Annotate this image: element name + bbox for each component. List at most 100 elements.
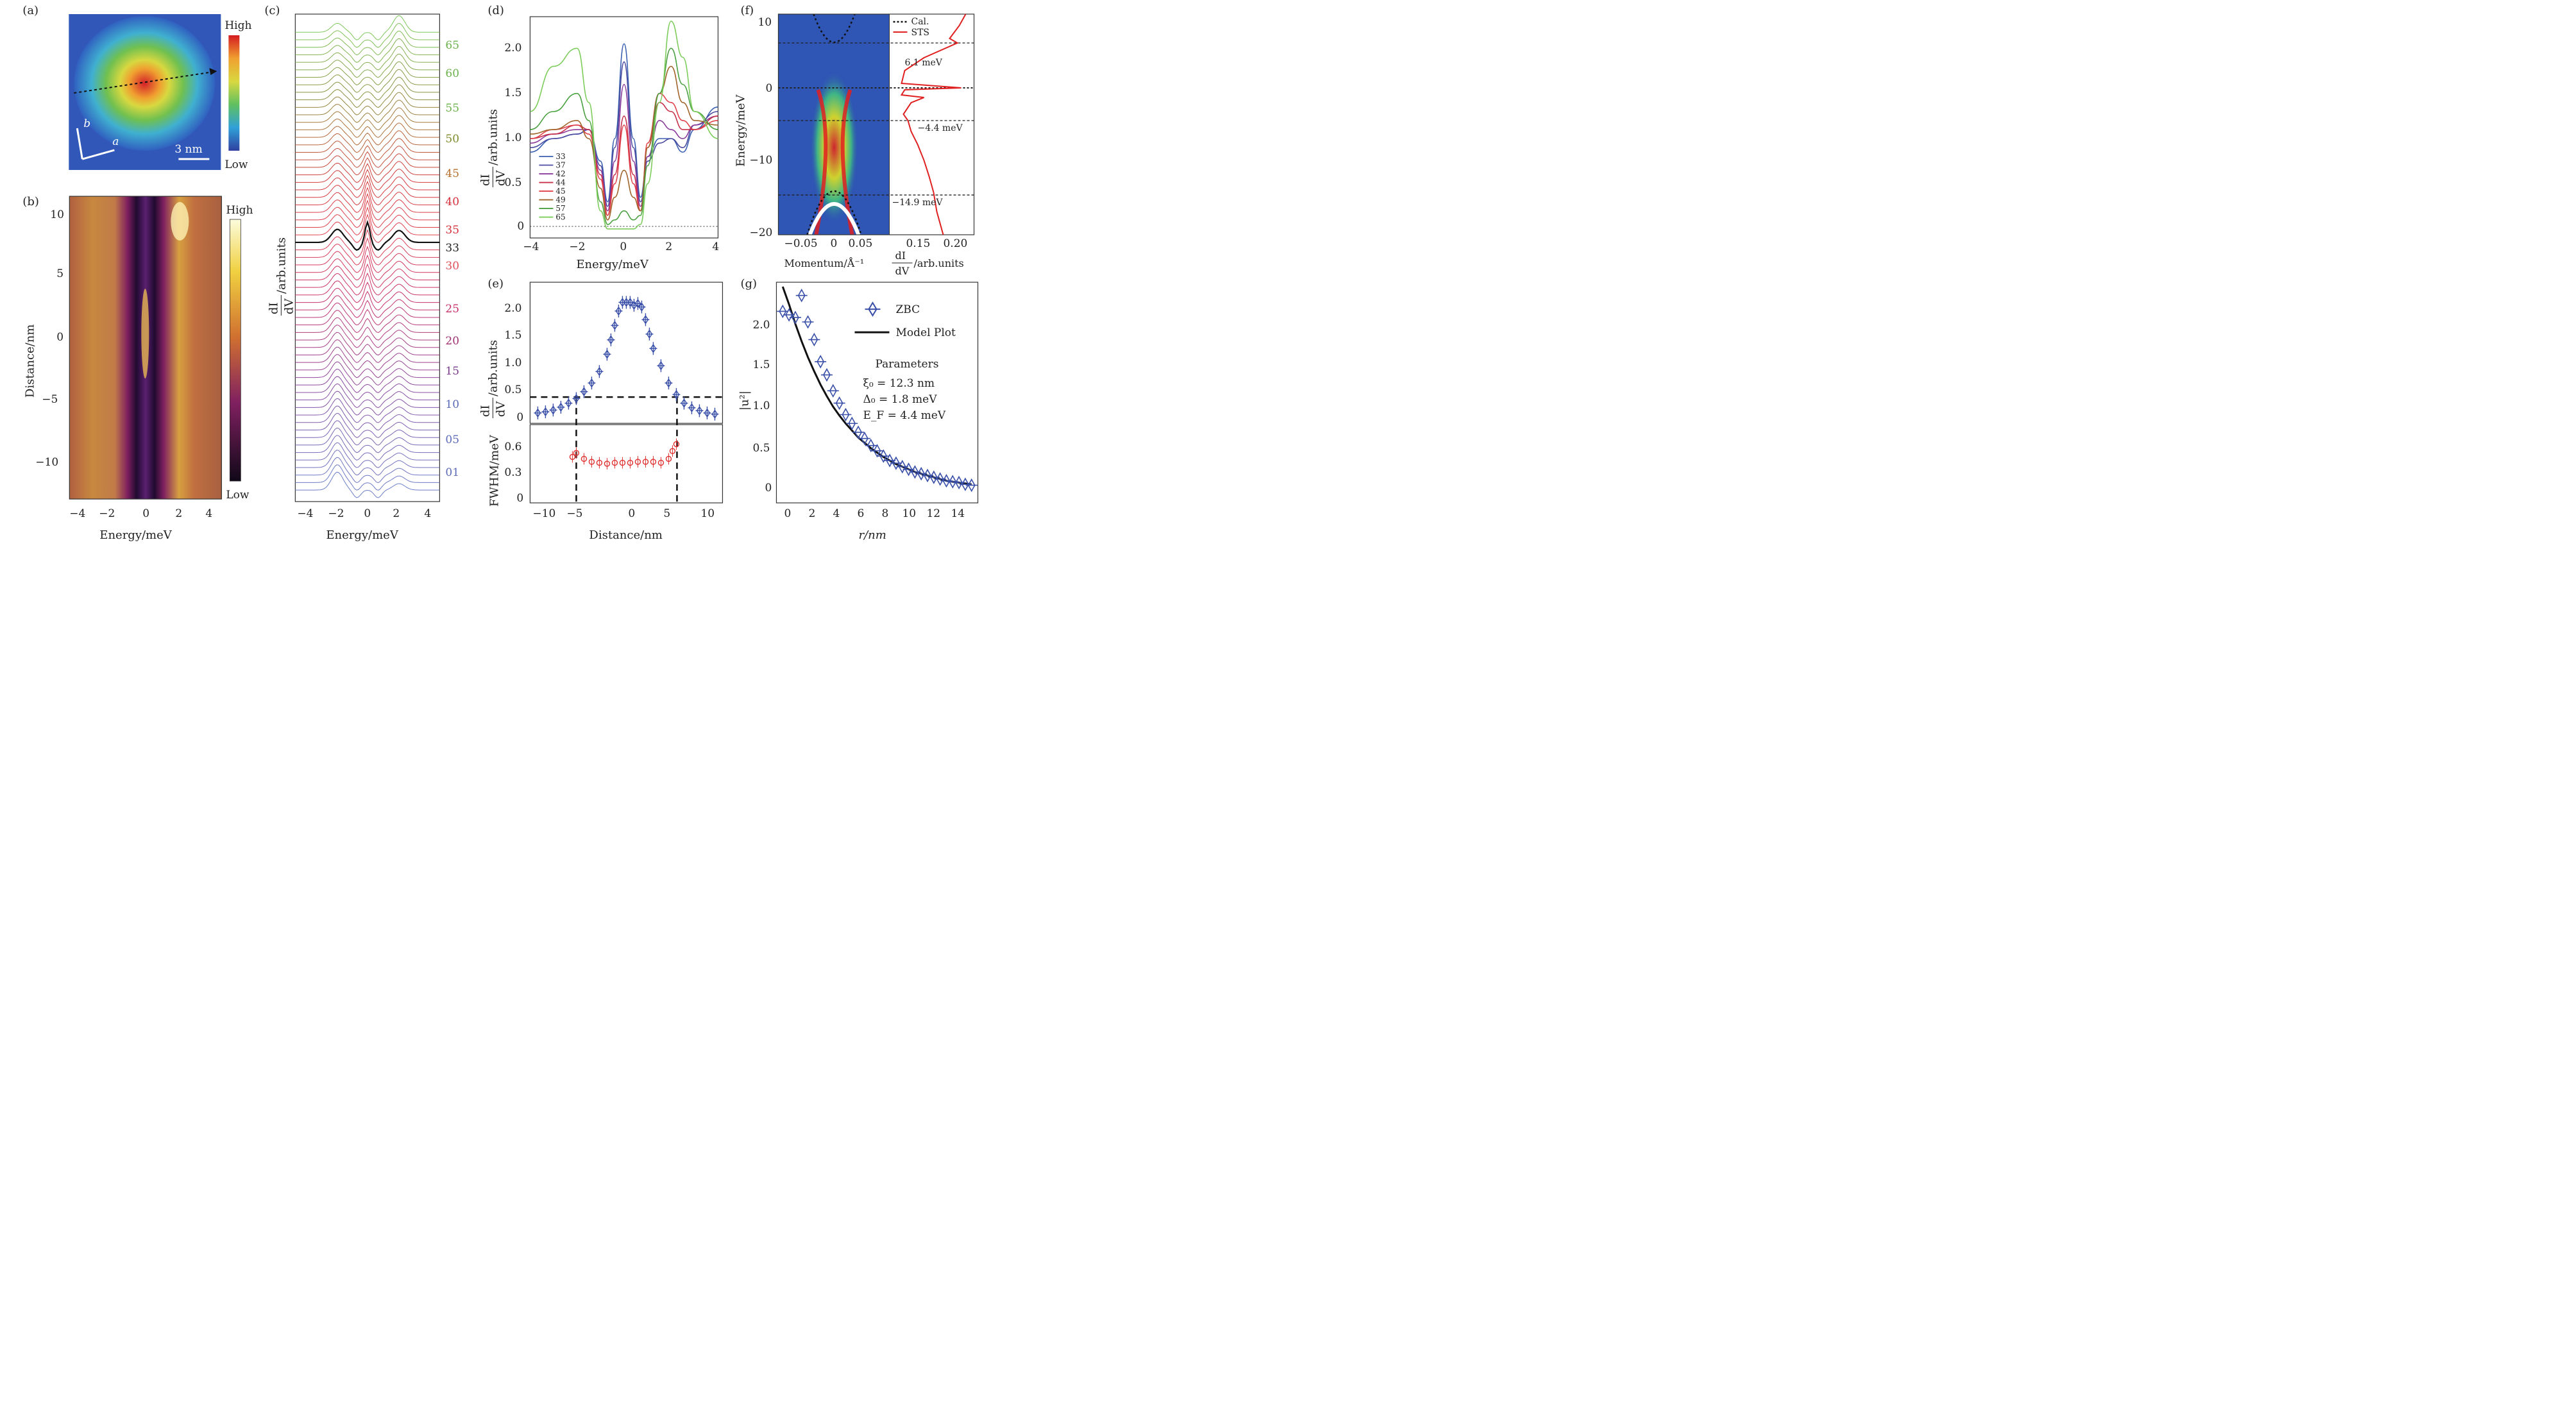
c-spectrum-line — [295, 384, 440, 409]
b-xtick: 4 — [205, 507, 212, 520]
panel-e-yticks: 0 0.5 1.0 1.5 2.0 0 0.3 0.6 — [504, 302, 523, 505]
d-ytick: 0 — [517, 220, 524, 233]
g-ytick: 0.5 — [752, 442, 770, 455]
c-spectrum-line — [295, 325, 440, 348]
f-ytick: −20 — [749, 226, 772, 239]
panel-f: (f) Cal. STS 6.1 meV −4.4 meV −14.9 meV … — [734, 4, 975, 277]
e-zbc-point — [711, 407, 719, 421]
e-zbc-point — [649, 342, 657, 355]
panel-f-yticks: 10 0 −10 −20 — [749, 16, 772, 239]
c-spectrum-line — [295, 174, 440, 198]
panel-e-top-frame — [529, 282, 724, 424]
f-legend-cal: Cal. — [911, 17, 929, 27]
c-spectrum-line — [295, 412, 440, 438]
e-zbc-point — [641, 313, 650, 326]
c-spectrum-line — [295, 23, 440, 48]
c-index-label: 10 — [445, 398, 459, 411]
f-lower-band-cal — [806, 190, 862, 235]
c-spectrum-line — [295, 263, 440, 288]
panel-a: (a) a b 3 nm High Low — [22, 4, 251, 171]
c-index-label: 55 — [445, 102, 459, 115]
c-spectrum-line — [295, 346, 440, 371]
f-level-label: −14.9 meV — [892, 198, 943, 208]
c-spectrum-line — [295, 376, 440, 401]
e-ylabel-dI: dI — [479, 405, 492, 417]
e-zbc-point — [638, 300, 646, 314]
g-zbc-point — [789, 310, 801, 325]
panel-g-label: (g) — [740, 277, 757, 291]
d-ylabel-dV: dV — [494, 170, 507, 187]
e-xtick: −10 — [532, 507, 555, 520]
c-index-labels: 65 60 55 50 45 40 35 33 30 25 20 15 10 05 01 — [445, 39, 459, 479]
e-ylabel2: FWHM/meV — [487, 434, 501, 507]
g-param-delta: Δ₀ = 1.8 meV — [863, 393, 937, 406]
e-xtick: 10 — [700, 507, 715, 520]
b-xlabel: Energy/meV — [99, 528, 172, 542]
c-spectrum-line — [295, 287, 440, 311]
b-xtick: 0 — [142, 507, 149, 520]
e-zbc-point — [557, 400, 565, 414]
f-xlabel2-unit: /arb.units — [913, 257, 963, 269]
f-legend-sts: STS — [911, 28, 929, 38]
b-xtick: 2 — [175, 507, 182, 520]
c-spectrum-line — [295, 169, 440, 190]
e-zbc-point — [572, 392, 580, 405]
c-index-label: 01 — [445, 466, 459, 479]
figure: (a) a b 3 nm High Low (b) −4 −2 0 2 4 10… — [22, 4, 979, 542]
g-zbc-points — [777, 289, 978, 493]
c-spectrum-line — [295, 61, 440, 85]
c-index-label: 35 — [445, 224, 459, 237]
c-spectrum-line — [295, 310, 440, 333]
g-zbc-point — [815, 355, 827, 369]
e-ytick: 2.0 — [504, 302, 521, 315]
c-spectrum-line — [295, 46, 440, 71]
panel-d-frame — [529, 16, 719, 239]
c-index-label: 40 — [445, 196, 459, 208]
e-zbc-point — [588, 376, 596, 390]
d-series-line — [530, 21, 718, 230]
g-xtick: 10 — [902, 507, 916, 520]
g-xtick: 8 — [881, 507, 888, 520]
c-spectrum-line — [295, 391, 440, 416]
e-xtick: 0 — [628, 507, 635, 520]
d-series-line — [530, 101, 718, 216]
c-spectrum-line — [295, 187, 440, 213]
c-xtick: 2 — [393, 507, 400, 520]
panel-c-label: (c) — [264, 4, 280, 17]
c-index-label: 60 — [445, 67, 459, 80]
c-spectrum-line — [295, 199, 440, 228]
d-xlabel: Energy/meV — [576, 258, 648, 271]
g-zbc-point — [858, 431, 870, 446]
g-zbc-point — [833, 396, 845, 410]
c-spectrum-line — [295, 317, 440, 341]
panel-b-label: (b) — [22, 195, 39, 208]
c-spectrum-line — [295, 280, 440, 303]
c-spectrum-line — [295, 130, 440, 153]
f-ytick: 10 — [758, 16, 772, 29]
c-spectrum-line — [295, 161, 440, 183]
colorbar-b-high: High — [226, 204, 253, 217]
f-ytick: −10 — [749, 154, 772, 167]
e-ylabel-unit: /arb.units — [486, 340, 500, 396]
panel-e-label: (e) — [487, 277, 504, 291]
panel-b: (b) −4 −2 0 2 4 10 5 0 −5 −10 Energy/meV… — [22, 195, 253, 542]
c-spectrum-line — [295, 138, 440, 160]
panel-g: (g) ZBC Model Plot Parameters ξ₀ = 12.3 … — [738, 277, 979, 542]
c-spectrum-line — [295, 332, 440, 356]
colorbar-a-high: High — [225, 19, 251, 32]
panel-d-label: (d) — [487, 4, 504, 17]
d-ytick: 0.5 — [504, 176, 521, 189]
panel-g-yticks: 0 0.5 1.0 1.5 2.0 — [752, 319, 772, 494]
panel-d-yticks: 0 0.5 1.0 1.5 2.0 — [504, 42, 524, 233]
g-legend-zbc-marker — [865, 301, 881, 317]
e-zbc-points — [534, 296, 719, 421]
c-ylabel: dI dV /arb.units — [267, 237, 296, 316]
e-xlabel: Distance/nm — [589, 528, 662, 542]
d-legend-label: 45 — [555, 187, 565, 196]
e-zbc-point — [703, 406, 711, 419]
g-zbc-point — [884, 453, 896, 468]
e-zbc-point — [626, 296, 634, 309]
c-spectrum-line — [295, 435, 440, 461]
d-ytick: 1.5 — [504, 87, 521, 99]
